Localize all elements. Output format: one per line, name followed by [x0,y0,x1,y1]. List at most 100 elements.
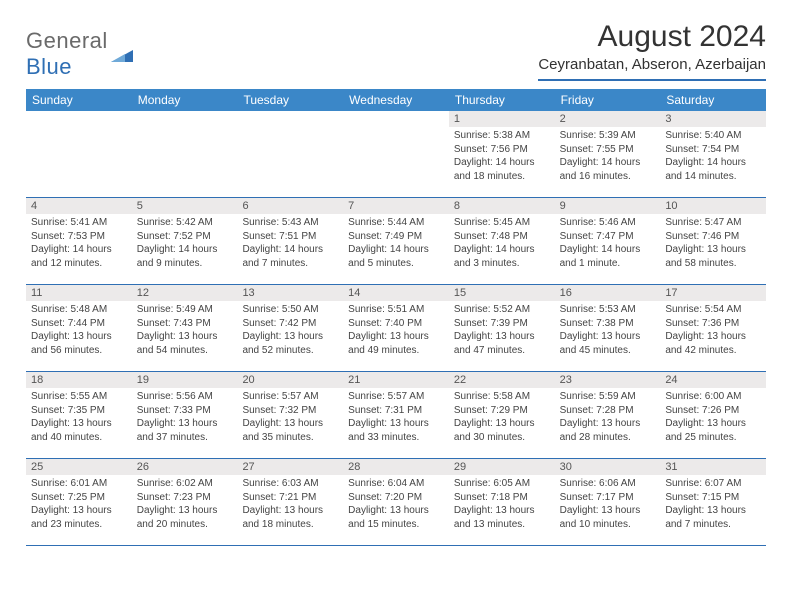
day-content: Sunrise: 5:53 AMSunset: 7:38 PMDaylight:… [555,301,661,361]
calendar-page: General Blue August 2024 Ceyranbatan, Ab… [0,0,792,546]
day-header-monday: Monday [132,89,238,111]
day-cell-empty: . [343,111,449,197]
day-number: 2 [555,111,661,127]
day-number: 7 [343,198,449,214]
day-content: Sunrise: 5:57 AMSunset: 7:32 PMDaylight:… [237,388,343,448]
day-header-wednesday: Wednesday [343,89,449,111]
day-content: Sunrise: 5:51 AMSunset: 7:40 PMDaylight:… [343,301,449,361]
logo-text: General Blue [26,28,108,80]
day-number: 8 [449,198,555,214]
day-cell-4: 4Sunrise: 5:41 AMSunset: 7:53 PMDaylight… [26,198,132,284]
day-cell-25: 25Sunrise: 6:01 AMSunset: 7:25 PMDayligh… [26,459,132,545]
day-content: Sunrise: 5:55 AMSunset: 7:35 PMDaylight:… [26,388,132,448]
day-number: 10 [660,198,766,214]
day-number: 6 [237,198,343,214]
day-cell-26: 26Sunrise: 6:02 AMSunset: 7:23 PMDayligh… [132,459,238,545]
day-number: 29 [449,459,555,475]
day-cell-1: 1Sunrise: 5:38 AMSunset: 7:56 PMDaylight… [449,111,555,197]
day-number: 30 [555,459,661,475]
day-content: Sunrise: 5:47 AMSunset: 7:46 PMDaylight:… [660,214,766,274]
day-content: Sunrise: 5:58 AMSunset: 7:29 PMDaylight:… [449,388,555,448]
day-number: 5 [132,198,238,214]
day-cell-27: 27Sunrise: 6:03 AMSunset: 7:21 PMDayligh… [237,459,343,545]
title-block: August 2024 Ceyranbatan, Abseron, Azerba… [538,20,766,81]
day-content: Sunrise: 6:07 AMSunset: 7:15 PMDaylight:… [660,475,766,535]
logo-word-2: Blue [26,54,72,79]
week-row: 25Sunrise: 6:01 AMSunset: 7:25 PMDayligh… [26,459,766,546]
day-cell-9: 9Sunrise: 5:46 AMSunset: 7:47 PMDaylight… [555,198,661,284]
day-cell-13: 13Sunrise: 5:50 AMSunset: 7:42 PMDayligh… [237,285,343,371]
week-row: ....1Sunrise: 5:38 AMSunset: 7:56 PMDayl… [26,111,766,198]
day-cell-18: 18Sunrise: 5:55 AMSunset: 7:35 PMDayligh… [26,372,132,458]
day-cell-5: 5Sunrise: 5:42 AMSunset: 7:52 PMDaylight… [132,198,238,284]
day-number: 24 [660,372,766,388]
day-cell-19: 19Sunrise: 5:56 AMSunset: 7:33 PMDayligh… [132,372,238,458]
day-number: 28 [343,459,449,475]
day-cell-28: 28Sunrise: 6:04 AMSunset: 7:20 PMDayligh… [343,459,449,545]
week-row: 18Sunrise: 5:55 AMSunset: 7:35 PMDayligh… [26,372,766,459]
header: General Blue August 2024 Ceyranbatan, Ab… [26,20,766,81]
day-content: Sunrise: 6:06 AMSunset: 7:17 PMDaylight:… [555,475,661,535]
day-cell-30: 30Sunrise: 6:06 AMSunset: 7:17 PMDayligh… [555,459,661,545]
day-content: Sunrise: 5:48 AMSunset: 7:44 PMDaylight:… [26,301,132,361]
day-content: Sunrise: 5:40 AMSunset: 7:54 PMDaylight:… [660,127,766,187]
day-number: 3 [660,111,766,127]
day-cell-10: 10Sunrise: 5:47 AMSunset: 7:46 PMDayligh… [660,198,766,284]
day-header-thursday: Thursday [449,89,555,111]
day-number: 21 [343,372,449,388]
day-number: 4 [26,198,132,214]
day-cell-20: 20Sunrise: 5:57 AMSunset: 7:32 PMDayligh… [237,372,343,458]
day-content: Sunrise: 6:00 AMSunset: 7:26 PMDaylight:… [660,388,766,448]
day-header-saturday: Saturday [660,89,766,111]
day-number: 27 [237,459,343,475]
day-content: Sunrise: 5:44 AMSunset: 7:49 PMDaylight:… [343,214,449,274]
day-header-sunday: Sunday [26,89,132,111]
day-cell-6: 6Sunrise: 5:43 AMSunset: 7:51 PMDaylight… [237,198,343,284]
day-cell-22: 22Sunrise: 5:58 AMSunset: 7:29 PMDayligh… [449,372,555,458]
day-cell-14: 14Sunrise: 5:51 AMSunset: 7:40 PMDayligh… [343,285,449,371]
day-cell-empty: . [26,111,132,197]
day-cell-11: 11Sunrise: 5:48 AMSunset: 7:44 PMDayligh… [26,285,132,371]
day-number: 16 [555,285,661,301]
day-number: 25 [26,459,132,475]
day-headers: SundayMondayTuesdayWednesdayThursdayFrid… [26,89,766,111]
day-content: Sunrise: 5:39 AMSunset: 7:55 PMDaylight:… [555,127,661,187]
day-content: Sunrise: 5:45 AMSunset: 7:48 PMDaylight:… [449,214,555,274]
day-content: Sunrise: 5:49 AMSunset: 7:43 PMDaylight:… [132,301,238,361]
day-number: 26 [132,459,238,475]
day-content: Sunrise: 6:04 AMSunset: 7:20 PMDaylight:… [343,475,449,535]
logo: General Blue [26,28,133,80]
day-number: 11 [26,285,132,301]
day-cell-29: 29Sunrise: 6:05 AMSunset: 7:18 PMDayligh… [449,459,555,545]
day-number: 19 [132,372,238,388]
day-number: 23 [555,372,661,388]
day-number: 12 [132,285,238,301]
day-number: 15 [449,285,555,301]
logo-word-1: General [26,28,108,53]
day-number: 22 [449,372,555,388]
day-content: Sunrise: 5:52 AMSunset: 7:39 PMDaylight:… [449,301,555,361]
day-cell-23: 23Sunrise: 5:59 AMSunset: 7:28 PMDayligh… [555,372,661,458]
day-cell-empty: . [132,111,238,197]
day-content: Sunrise: 5:56 AMSunset: 7:33 PMDaylight:… [132,388,238,448]
day-number: 17 [660,285,766,301]
day-content: Sunrise: 5:42 AMSunset: 7:52 PMDaylight:… [132,214,238,274]
day-content: Sunrise: 5:59 AMSunset: 7:28 PMDaylight:… [555,388,661,448]
location: Ceyranbatan, Abseron, Azerbaijan [538,56,766,81]
day-number: 14 [343,285,449,301]
day-content: Sunrise: 6:05 AMSunset: 7:18 PMDaylight:… [449,475,555,535]
day-content: Sunrise: 5:41 AMSunset: 7:53 PMDaylight:… [26,214,132,274]
week-row: 11Sunrise: 5:48 AMSunset: 7:44 PMDayligh… [26,285,766,372]
calendar: SundayMondayTuesdayWednesdayThursdayFrid… [26,89,766,546]
day-content: Sunrise: 6:02 AMSunset: 7:23 PMDaylight:… [132,475,238,535]
day-cell-16: 16Sunrise: 5:53 AMSunset: 7:38 PMDayligh… [555,285,661,371]
day-cell-15: 15Sunrise: 5:52 AMSunset: 7:39 PMDayligh… [449,285,555,371]
month-title: August 2024 [538,20,766,54]
day-cell-8: 8Sunrise: 5:45 AMSunset: 7:48 PMDaylight… [449,198,555,284]
day-cell-7: 7Sunrise: 5:44 AMSunset: 7:49 PMDaylight… [343,198,449,284]
day-cell-3: 3Sunrise: 5:40 AMSunset: 7:54 PMDaylight… [660,111,766,197]
day-number: 1 [449,111,555,127]
day-number: 18 [26,372,132,388]
day-cell-12: 12Sunrise: 5:49 AMSunset: 7:43 PMDayligh… [132,285,238,371]
day-header-friday: Friday [555,89,661,111]
